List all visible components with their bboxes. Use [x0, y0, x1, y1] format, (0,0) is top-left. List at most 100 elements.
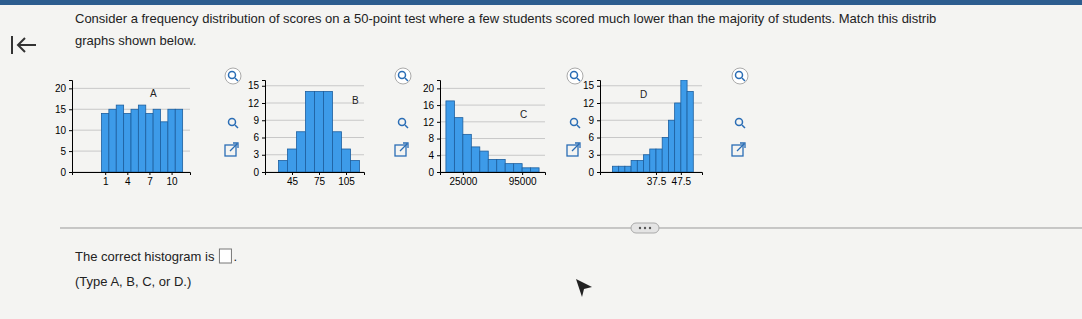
tick-mark [437, 122, 440, 123]
y-axis: 03691215 [248, 80, 266, 177]
histogram: 0481216202500095000C [423, 81, 546, 188]
bar [446, 101, 454, 172]
bars [612, 80, 693, 172]
zoom-handle[interactable] [405, 78, 408, 81]
zoom-bg[interactable] [567, 68, 583, 84]
bar [288, 149, 297, 172]
open-button[interactable] [732, 143, 745, 156]
axis-line [597, 81, 601, 173]
tick: 16 [423, 100, 440, 111]
zoom-button[interactable] [571, 119, 581, 129]
zoom-lens[interactable] [229, 72, 236, 79]
back-arrow[interactable] [18, 38, 36, 52]
zoom-lens[interactable] [399, 119, 406, 126]
expand-dot[interactable] [639, 227, 641, 229]
x-axis: 4575105 [266, 172, 365, 187]
open-arrow[interactable] [737, 143, 745, 151]
tick-label: 15 [583, 80, 595, 91]
tick: 12 [583, 98, 600, 109]
histogram-label: A [150, 88, 157, 99]
tick: 0 [253, 167, 265, 178]
zoom-handle[interactable] [742, 78, 745, 81]
tick: 0 [428, 167, 440, 178]
answer-box[interactable] [219, 249, 231, 263]
y-axis: 048121620 [423, 81, 441, 178]
axis-line [437, 81, 441, 173]
zoom-bg[interactable] [395, 68, 411, 84]
expand-button[interactable] [631, 223, 659, 233]
bar [681, 80, 687, 172]
tick-mark [262, 155, 265, 156]
tick-label: 4 [125, 176, 131, 187]
bar [138, 105, 145, 172]
zoom-handle[interactable] [235, 78, 238, 81]
open-arrow[interactable] [572, 143, 580, 151]
expand-dot[interactable] [649, 227, 651, 229]
zoom-handle[interactable] [577, 125, 580, 128]
tick-mark [69, 151, 72, 152]
tick: 12 [248, 98, 265, 109]
expand-dot[interactable] [644, 227, 646, 229]
tick-label: 20 [423, 83, 435, 94]
zoom-bg[interactable] [732, 68, 748, 84]
bars [446, 101, 539, 172]
zoom-button[interactable] [732, 68, 748, 84]
zoom-lens[interactable] [571, 72, 578, 79]
answer-prompt: The correct histogram is [75, 249, 215, 264]
zoom-lens[interactable] [736, 119, 743, 126]
zoom-lens[interactable] [736, 72, 743, 79]
tick-mark [597, 138, 600, 139]
tick-label: 20 [55, 83, 67, 94]
open-button[interactable] [567, 143, 580, 156]
tick-mark [597, 172, 600, 173]
zoom-handle[interactable] [742, 125, 745, 128]
tick-label: 7 [147, 176, 153, 187]
bar [279, 161, 288, 173]
zoom-handle[interactable] [577, 78, 580, 81]
bars [102, 105, 183, 172]
zoom-button[interactable] [736, 119, 746, 129]
zoom-button[interactable] [225, 68, 241, 84]
tick-mark [437, 172, 440, 173]
zoom-lens[interactable] [399, 72, 406, 79]
bar [102, 113, 109, 172]
tick-mark [262, 172, 265, 173]
back-bar[interactable] [11, 36, 13, 54]
bar [471, 147, 479, 172]
zoom-button[interactable] [567, 68, 583, 84]
axis-line [69, 81, 73, 173]
tick: 20 [423, 83, 440, 94]
tick-mark [292, 172, 293, 175]
axis-line [441, 173, 546, 176]
tick: 8 [428, 133, 440, 144]
zoom-bg[interactable] [225, 68, 241, 84]
zoom-lens[interactable] [571, 119, 578, 126]
bar [637, 161, 643, 173]
tick-mark [346, 172, 347, 175]
zoom-lens[interactable] [229, 119, 236, 126]
tick-label: 25000 [449, 176, 477, 187]
tick-label: 9 [588, 115, 594, 126]
grid-line [265, 85, 364, 86]
tick-mark [597, 86, 600, 87]
open-arrow[interactable] [230, 143, 238, 151]
bar [168, 109, 175, 172]
zoom-button[interactable] [399, 119, 409, 129]
expand-pill[interactable] [631, 223, 659, 233]
tick-label: 0 [428, 167, 434, 178]
zoom-handle[interactable] [405, 125, 408, 128]
open-arrow[interactable] [400, 143, 408, 151]
open-button[interactable] [395, 143, 408, 156]
bar [480, 151, 488, 172]
tick-mark [149, 172, 150, 175]
open-button[interactable] [225, 143, 238, 156]
back-button[interactable] [12, 36, 36, 54]
x-axis: 14710 [73, 172, 191, 187]
zoom-button[interactable] [395, 68, 411, 84]
tick-mark [463, 172, 464, 175]
bar [146, 113, 153, 172]
tick-label: 3 [588, 149, 594, 160]
zoom-button[interactable] [229, 119, 239, 129]
tick-label: 5 [60, 146, 66, 157]
zoom-handle[interactable] [235, 125, 238, 128]
